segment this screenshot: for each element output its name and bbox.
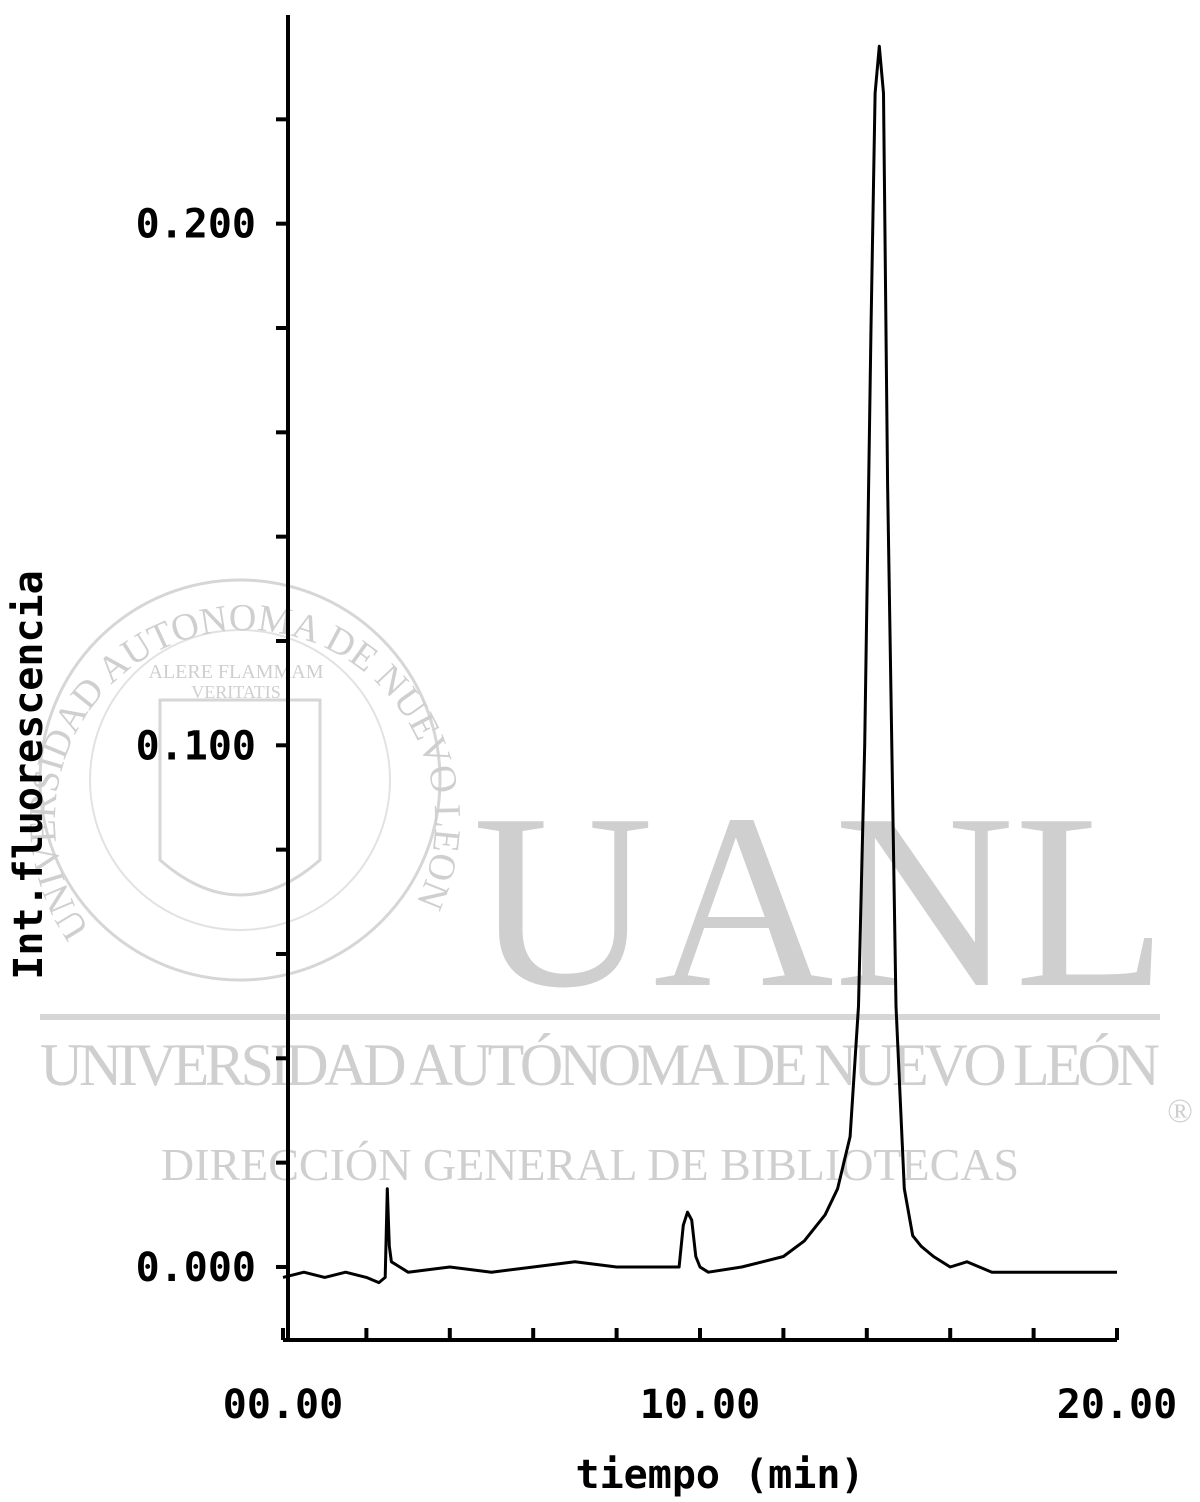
seal-shield	[158, 698, 322, 897]
x-tick-label: 00.00	[223, 1382, 343, 1428]
seal-circle	[89, 629, 391, 931]
y-tick-label: 0.200	[136, 202, 256, 248]
registered: ®	[1167, 1093, 1193, 1130]
motto: ALERE FLAMMAM	[148, 661, 323, 683]
y-axis-label: Int.fluorescencia	[6, 570, 52, 979]
trace	[282, 44, 1117, 1285]
x-tick-label: 20.00	[1057, 1382, 1177, 1428]
department: DIRECCIÓN GENERAL DE BIBLIOTECAS	[161, 1139, 1019, 1190]
motto: VERITATIS	[191, 682, 281, 702]
rule	[40, 1014, 1160, 1020]
y-tick-label: 0.000	[136, 1245, 256, 1291]
x-tick-label: 10.00	[640, 1382, 760, 1428]
x-axis-label: tiempo (min)	[576, 1452, 865, 1498]
seal-circle	[38, 578, 442, 982]
y-tick-label: 0.100	[136, 723, 256, 769]
watermark: UNIVERSIDAD AUTONOMA DE NUEVO LEON ALERE…	[22, 578, 1193, 1190]
logo: UANL	[473, 763, 1167, 1040]
university: UNIVERSIDAD AUTÓNOMA DE NUEVO LEÓN	[40, 1032, 1160, 1098]
